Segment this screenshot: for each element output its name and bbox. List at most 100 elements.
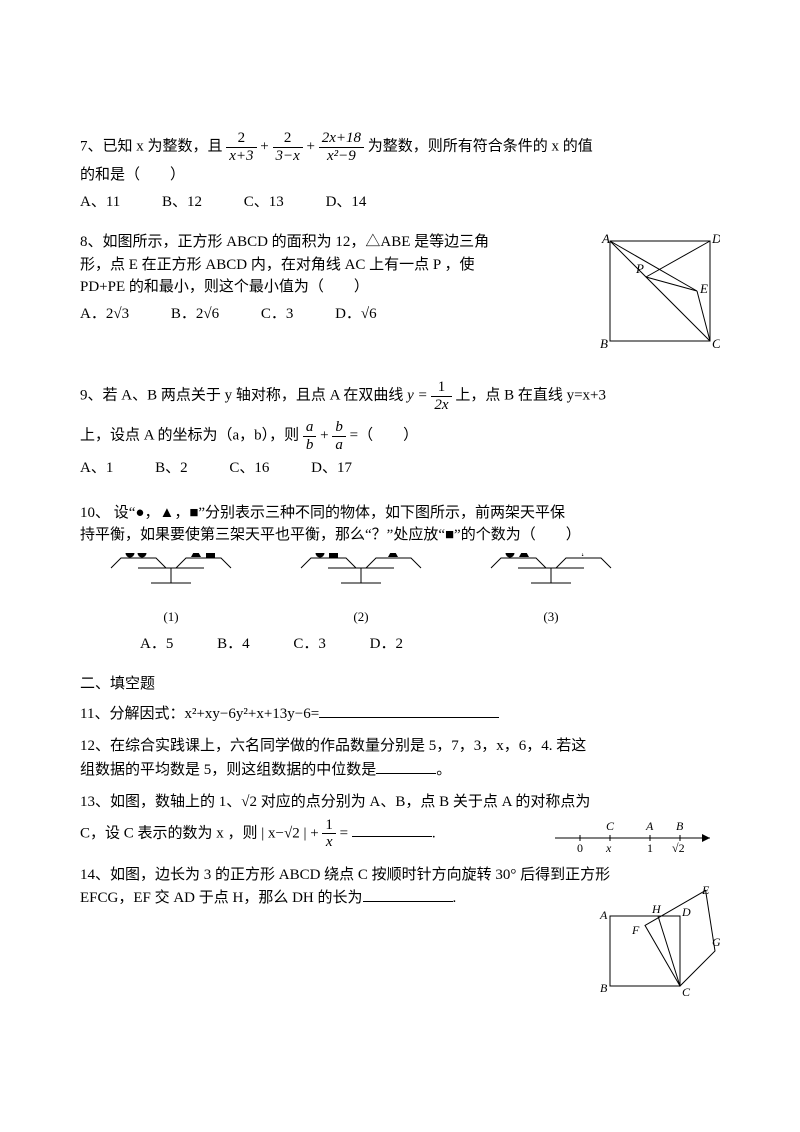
q8-label-B: B	[600, 336, 608, 351]
question-8: 8、如图所示，正方形 ABCD 的面积为 12，△ABE 是等边三角 形，点 E…	[80, 231, 720, 351]
q14-l2a: EFCG，EF 交 AD 于点 H，那么 DH 的长为	[80, 890, 363, 906]
q10-c1: (1)	[106, 607, 236, 627]
q8-l1: 8、如图所示，正方形 ABCD 的面积为 12，△ABE 是等边三角	[80, 231, 600, 254]
q13-l1: 13、如图，数轴上的 1、√2 对应的点分别为 A、B，点 B 关于点 A 的对…	[80, 791, 720, 814]
q14-B: B	[600, 981, 608, 995]
q14-H: H	[651, 902, 662, 916]
q8-label-D: D	[711, 231, 720, 246]
q9-l2a: 上，设点 A 的坐标为（a，b），则	[80, 427, 303, 443]
question-11: 11、分解因式：x²+xy−6y²+x+13y−6=	[80, 702, 720, 726]
q7-prefix: 7、已知 x 为整数，且	[80, 138, 223, 154]
q13-frac: 1x	[322, 817, 336, 851]
q8-label-P: P	[635, 261, 644, 276]
question-14: 14、如图，边长为 3 的正方形 ABCD 绕点 C 按顺时针方向旋转 30° …	[80, 864, 720, 1002]
axis-A: A	[645, 819, 654, 833]
question-10: 10、 设“●，▲，■”分别表示三种不同的物体，如下图所示，前两架天平保 持平衡…	[80, 502, 720, 656]
q7-frac2: 23−x	[273, 130, 303, 164]
q9-l1a: 9、若 A、B 两点关于 y 轴对称，且点 A 在双曲线	[80, 387, 407, 403]
q14-F: F	[631, 923, 640, 937]
q12-l2: 组数据的平均数是 5，则这组数据的中位数是。	[80, 758, 720, 782]
q7-optC: C、13	[244, 191, 284, 214]
q14-l1: 14、如图，边长为 3 的正方形 ABCD 绕点 C 按顺时针方向旋转 30° …	[80, 864, 720, 887]
q7-optA: A、11	[80, 191, 120, 214]
q13-row: C，设 C 表示的数为 x ，则 | x−√2 | + 1x = . C A B…	[80, 814, 720, 854]
q10-c3: (3)	[486, 607, 616, 627]
q9-y-eq: y =	[407, 387, 431, 403]
q12-blank	[376, 758, 436, 774]
q12-l1: 12、在综合实践课上，六名同学做的作品数量分别是 5，7，3，x，6，4. 若这	[80, 735, 720, 758]
axis-1: 1	[647, 841, 653, 854]
q8-optB: B．2√6	[171, 303, 219, 326]
q8-l2: 形，点 E 在正方形 ABCD 内，在对角线 AC 上有一点 P ，使	[80, 254, 600, 277]
q13-l2a: C，设 C 表示的数为 x ，则 | x−√2 | +	[80, 825, 322, 841]
q10-l1: 10、 设“●，▲，■”分别表示三种不同的物体，如下图所示，前两架天平保	[80, 502, 720, 525]
q14-G: G	[712, 935, 720, 949]
q11-text: 11、分解因式：x²+xy−6y²+x+13y−6=	[80, 706, 319, 722]
q10-c2: (2)	[296, 607, 426, 627]
q7-tail: 的和是（ ）	[80, 164, 720, 187]
q9-l2b: =（ ）	[350, 427, 418, 443]
axis-r2: √2	[672, 841, 685, 854]
q13-blank	[352, 821, 432, 837]
q7-options: A、11 B、12 C、13 D、14	[80, 191, 720, 214]
question-7: 7、已知 x 为整数，且 2x+3 + 23−x + 2x+18x²−9 为整数…	[80, 130, 720, 213]
q7-frac3: 2x+18x²−9	[319, 130, 364, 164]
q11-blank	[319, 702, 499, 718]
q9-l1b: 上，点 B 在直线 y=x+3	[455, 387, 606, 403]
q14-C: C	[682, 985, 691, 999]
plus-3: +	[320, 427, 328, 443]
q13-axis: C A B 0 x 1 √2	[550, 814, 720, 854]
q14-E: E	[701, 886, 710, 897]
q13-l2: C，设 C 表示的数为 x ，则 | x−√2 | + 1x = .	[80, 817, 550, 851]
q9-optD: D、17	[311, 457, 352, 480]
q8-options: A．2√3 B．2√6 C．3 D．√6	[80, 303, 600, 326]
q10-optA: A．5	[140, 633, 173, 656]
axis-B: B	[676, 819, 684, 833]
q10-optD: D．2	[370, 633, 403, 656]
plus-1: +	[260, 138, 268, 154]
q8-label-C: C	[712, 336, 720, 351]
q8-text: 8、如图所示，正方形 ABCD 的面积为 12，△ABE 是等边三角 形，点 E…	[80, 231, 600, 325]
q8-l3: PD+PE 的和最小，则这个最小值为（ ）	[80, 276, 600, 299]
balance-3: ? (3)	[486, 553, 616, 627]
q9-optC: C、16	[229, 457, 269, 480]
q10-optC: C．3	[293, 633, 326, 656]
q7-optD: D、14	[326, 191, 367, 214]
q14-figure: A B C D E F G H	[590, 886, 720, 1001]
q10-balances: (1) (2)	[106, 553, 720, 627]
q7-mid: 为整数，则所有符合条件的 x 的值	[368, 138, 593, 154]
q9-fracA: ab	[303, 419, 317, 453]
axis-x: x	[605, 841, 612, 854]
q14-blank	[363, 886, 453, 902]
q14-l2: EFCG，EF 交 AD 于点 H，那么 DH 的长为.	[80, 886, 590, 910]
q9-frac: 12x	[431, 379, 451, 413]
q9-l2: 上，设点 A 的坐标为（a，b），则 ab + ba =（ ）	[80, 419, 720, 453]
plus-2: +	[307, 138, 315, 154]
q9-optB: B、2	[155, 457, 188, 480]
q14-l2b: .	[453, 890, 457, 906]
q12-l2a: 组数据的平均数是 5，则这组数据的中位数是	[80, 762, 376, 778]
q7-optB: B、12	[162, 191, 202, 214]
balance-1: (1)	[106, 553, 236, 627]
q14-row: EFCG，EF 交 AD 于点 H，那么 DH 的长为. A B C D E F…	[80, 886, 720, 1001]
question-13: 13、如图，数轴上的 1、√2 对应的点分别为 A、B，点 B 关于点 A 的对…	[80, 791, 720, 854]
q8-label-E: E	[699, 281, 708, 296]
page: 7、已知 x 为整数，且 2x+3 + 23−x + 2x+18x²−9 为整数…	[0, 0, 800, 1132]
q14-A: A	[599, 908, 608, 922]
axis-0: 0	[577, 841, 583, 854]
q13-l2b: =	[340, 825, 348, 841]
q8-optC: C．3	[261, 303, 294, 326]
q8-label-A: A	[601, 231, 610, 246]
svg-text:?: ?	[580, 553, 586, 559]
q7-frac1: 2x+3	[226, 130, 256, 164]
section-2-title: 二、填空题	[80, 673, 720, 696]
question-9: 9、若 A、B 两点关于 y 轴对称，且点 A 在双曲线 y = 12x 上，点…	[80, 379, 720, 480]
q10-optB: B．4	[217, 633, 250, 656]
q8-optD: D．√6	[335, 303, 377, 326]
q8-optA: A．2√3	[80, 303, 129, 326]
q9-options: A、1 B、2 C、16 D、17	[80, 457, 720, 480]
q14-D: D	[681, 905, 691, 919]
q8-figure: A D B C P E	[600, 231, 720, 351]
axis-C: C	[606, 819, 615, 833]
balance-2: (2)	[296, 553, 426, 627]
